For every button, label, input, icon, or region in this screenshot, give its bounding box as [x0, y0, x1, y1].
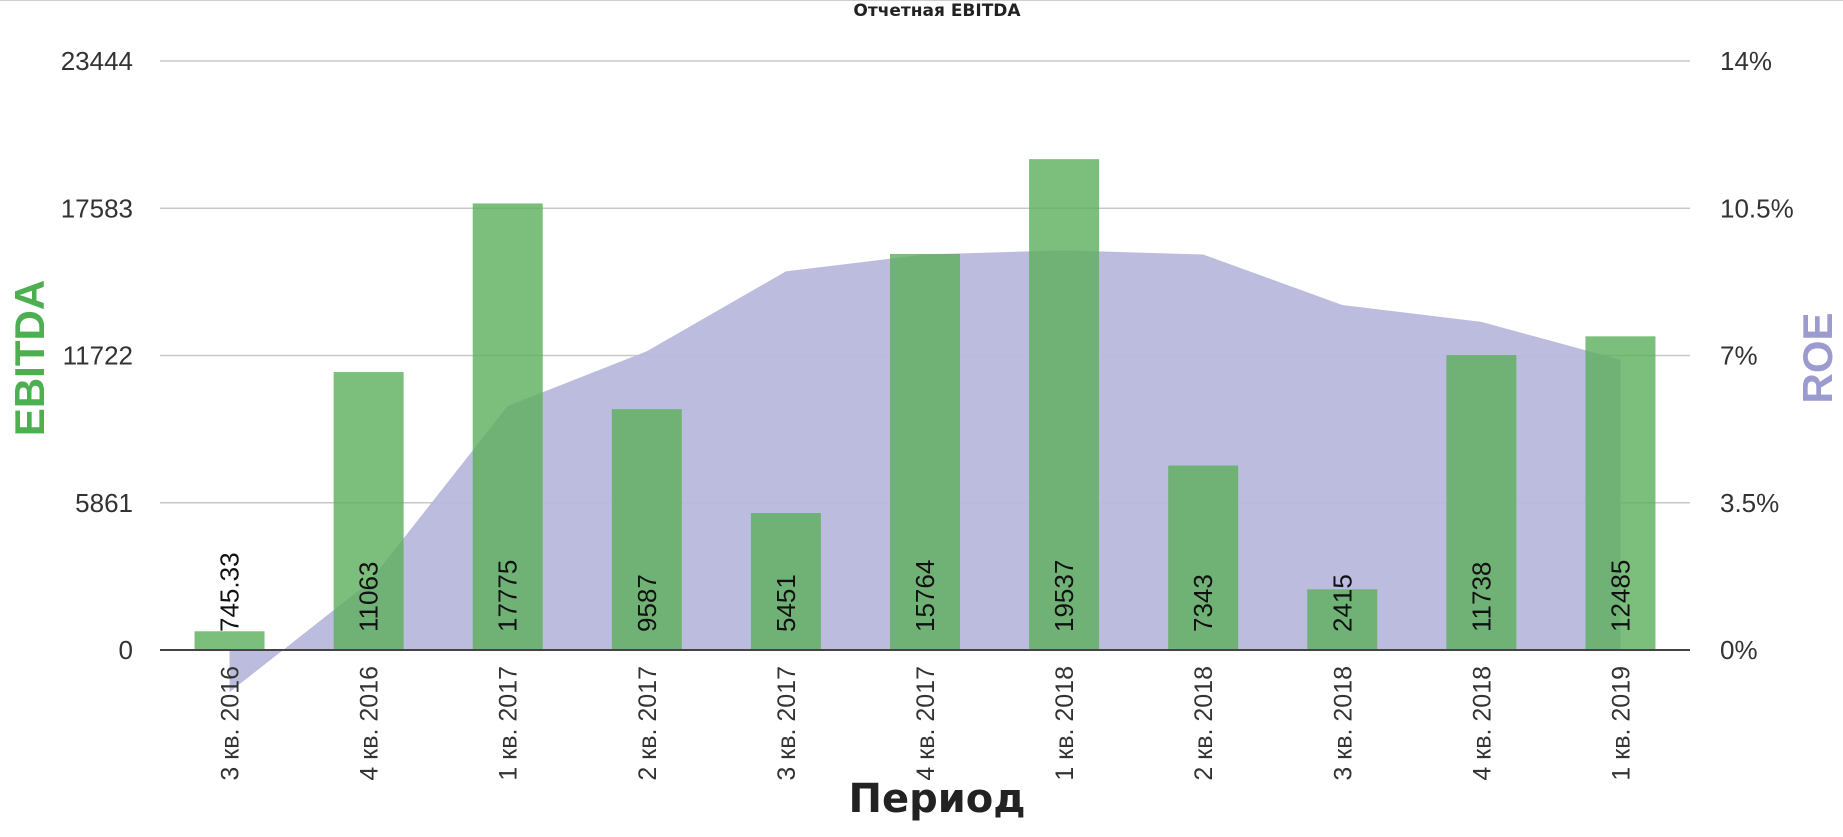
bar-value-label: 15764 [910, 560, 940, 632]
category-label: 3 кв. 2016 [217, 666, 245, 781]
ebitda-bar [1168, 465, 1239, 650]
y-tick-label-right: 0% [1720, 635, 1758, 665]
bar-value-label: 11063 [354, 562, 384, 632]
category-label: 3 кв. 2017 [773, 666, 801, 781]
axis-tick-labels: 0 0% 5861 3.5% 11722 7% 17583 10.5% 23444 14% [61, 46, 1794, 665]
ebitda-bar-series [194, 159, 1656, 650]
y-tick-label-left: 0 [119, 635, 133, 665]
y-axis-title-left: EBITDA [6, 280, 53, 436]
bar-value-label: 7343 [1188, 574, 1218, 632]
ebitda-bar [1585, 336, 1656, 650]
category-label: 2 кв. 2017 [634, 666, 662, 781]
ebitda-bar [333, 372, 404, 650]
top-border [0, 0, 1843, 1]
y-tick-label-left: 11722 [63, 341, 133, 371]
bar-value-label: 745.33 [215, 552, 245, 632]
category-label: 4 кв. 2016 [356, 666, 384, 781]
bar-value-label: 11738 [1466, 562, 1496, 632]
category-label: 1 кв. 2017 [495, 666, 523, 781]
y-tick-label-left: 5861 [75, 488, 133, 518]
category-label: 3 кв. 2018 [1329, 666, 1357, 781]
bar-value-label: 9587 [632, 574, 662, 632]
y-tick-label-left: 17583 [61, 193, 133, 223]
ebitda-bar [1446, 355, 1517, 650]
y-tick-label-right: 14% [1720, 46, 1772, 76]
ebitda-bar [611, 409, 682, 650]
y-tick-label-right: 7% [1720, 341, 1758, 371]
ebitda-bar [1307, 589, 1378, 650]
y-tick-label-left: 23444 [61, 46, 133, 76]
ebitda-bar [194, 631, 265, 650]
x-axis-title: Период [848, 776, 1025, 822]
category-label: 1 кв. 2019 [1607, 666, 1635, 781]
ebitda-bar [1029, 159, 1100, 650]
y-axis-title-right: ROE [1794, 312, 1841, 403]
category-label: 1 кв. 2018 [1051, 666, 1079, 781]
bar-value-label: 19537 [1049, 560, 1079, 632]
ebitda-bar [750, 513, 821, 650]
category-label: 2 кв. 2018 [1190, 666, 1218, 781]
ebitda-bar [472, 203, 543, 650]
y-tick-label-right: 10.5% [1720, 193, 1794, 223]
bar-value-label: 5451 [771, 574, 801, 632]
category-label: 4 кв. 2017 [912, 666, 940, 781]
y-tick-label-right: 3.5% [1720, 488, 1779, 518]
bar-value-label: 12485 [1605, 560, 1635, 632]
category-labels: 3 кв. 2016 4 кв. 2016 1 кв. 2017 2 кв. 2017… [217, 666, 1636, 781]
chart-title: Отчетная EBITDA [853, 1, 1021, 21]
bar-value-label: 17775 [493, 560, 523, 632]
ebitda-bar [890, 253, 960, 650]
category-label: 4 кв. 2018 [1468, 666, 1496, 781]
bar-value-label: 2415 [1327, 574, 1357, 632]
bar-value-labels: 745.33 11063 17775 9587 5451 15764 19537 7343 24… [215, 552, 1636, 632]
